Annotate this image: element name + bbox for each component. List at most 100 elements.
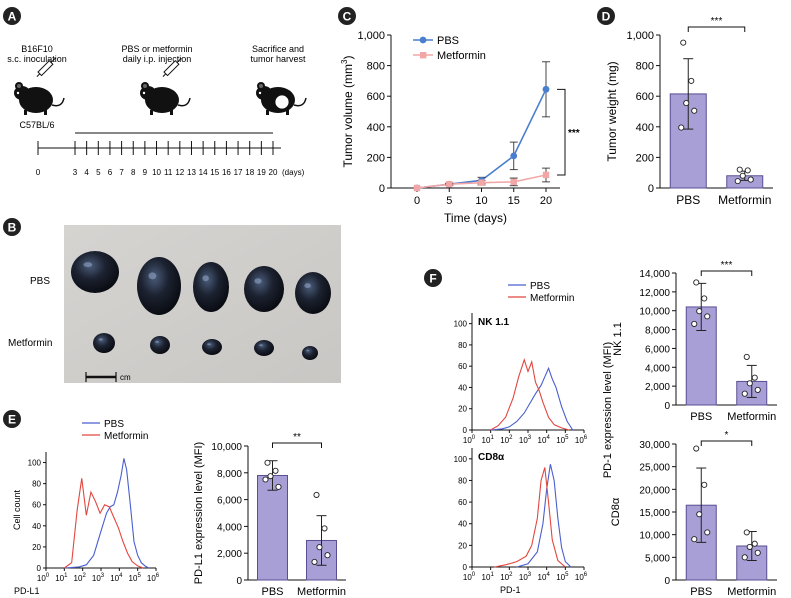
histogram-title: NK 1.1 — [478, 317, 510, 328]
cd8-histogram: 0 20 40 60 80 100 100 101 102 103 104 105 106 CD8α PD-… — [454, 448, 588, 595]
tumor-icon — [274, 94, 290, 110]
panel-badge-F: F — [424, 269, 442, 287]
data-point — [267, 473, 274, 480]
data-point — [741, 554, 748, 561]
timeline: 0 3 4 5 6 7 8 9 10 11 12 13 14 15 16 17 18 19 20 — [36, 141, 278, 177]
legend-marker — [419, 36, 427, 44]
y-tick-label: 40 — [32, 522, 41, 531]
data-point — [446, 180, 453, 188]
significance-bracket — [687, 26, 746, 32]
y-tick-label: 20 — [458, 541, 467, 550]
y-tick-label: 60 — [32, 501, 41, 510]
svg-text:B: B — [8, 221, 17, 235]
timeline-tick-label: 17 — [234, 168, 243, 177]
y-tick-label: 20 — [32, 543, 41, 552]
histogram-pbs — [64, 458, 149, 569]
data-point — [680, 39, 687, 46]
significance-marker: ** — [293, 432, 301, 443]
data-point — [264, 459, 271, 466]
x-tick-label: 106 — [575, 435, 588, 445]
panel-badge-B: B — [3, 218, 21, 236]
x-tick-label: Metformin — [727, 586, 776, 598]
y-tick-label: 25,000 — [639, 463, 670, 474]
data-point — [316, 544, 323, 551]
x-tick-label: 102 — [500, 572, 513, 582]
legend-label: Metformin — [437, 50, 486, 62]
tumor — [150, 336, 170, 354]
y-tick-label: 5,000 — [645, 553, 670, 564]
tumor — [193, 262, 229, 312]
svg-text:D: D — [602, 10, 611, 24]
bar-pbs — [257, 474, 288, 581]
data-point — [678, 124, 685, 131]
syringe-icon — [36, 57, 56, 77]
y-tick-label: 60 — [458, 362, 467, 371]
y-axis-label: Tumor weight (mg) — [605, 61, 619, 161]
pdl1-histogram: 0 20 40 60 80 100 100 101 102 103 104 105 106 PD-L1 Ce… — [12, 419, 160, 596]
timeline-tick-label: 0 — [36, 168, 41, 177]
significance-marker: * — [725, 430, 729, 441]
panel-badge-A: A — [3, 7, 21, 25]
y-tick-label: 800 — [367, 61, 385, 73]
y-tick-label: 8,000 — [217, 469, 242, 480]
data-point — [747, 176, 754, 183]
x-tick-label: 104 — [110, 573, 123, 583]
tumor-photo — [71, 251, 331, 360]
y-tick-label: 10,000 — [211, 442, 242, 453]
histogram-pbs — [516, 464, 572, 568]
data-point — [701, 295, 708, 302]
timeline-tick-label: 14 — [199, 168, 208, 177]
significance-bracket — [272, 442, 322, 448]
y-tick-label: 80 — [32, 480, 41, 489]
data-point — [696, 511, 703, 518]
x-tick-label: 105 — [556, 435, 569, 445]
x-tick-label: 106 — [147, 573, 160, 583]
row-label-pbs: PBS — [30, 276, 50, 287]
data-point — [691, 107, 698, 114]
x-tick-label: 101 — [55, 573, 68, 583]
timeline-tick-label: 6 — [108, 168, 113, 177]
timeline-tick-label: 3 — [73, 168, 78, 177]
data-point — [478, 179, 485, 186]
y-tick-label: 12,000 — [639, 288, 670, 299]
histogram-metformin — [490, 358, 570, 431]
histogram-metformin — [64, 478, 144, 569]
y-tick-label: 100 — [454, 320, 468, 329]
x-tick-label: 100 — [463, 435, 476, 445]
timeline-tick-label: 20 — [269, 168, 278, 177]
y-tick-label: 6,000 — [645, 344, 670, 355]
tumor — [137, 257, 181, 315]
y-tick-label: 0 — [37, 564, 42, 573]
x-tick-label: 15 — [508, 195, 520, 207]
x-tick-label: 0 — [414, 195, 420, 207]
data-point — [542, 171, 550, 179]
y-tick-label: 80 — [458, 476, 467, 485]
svg-text:F: F — [429, 272, 436, 286]
data-point — [739, 172, 746, 179]
legend-label: Metformin — [104, 431, 148, 442]
y-tick-label: 2,000 — [645, 382, 670, 393]
y-tick-label: 20 — [458, 405, 467, 414]
mouse-icon — [256, 82, 307, 115]
data-point — [751, 540, 758, 547]
timeline-tick-label: 12 — [175, 168, 184, 177]
timeline-tick-label: 13 — [187, 168, 196, 177]
data-point — [751, 374, 758, 381]
step3-label-line1: Sacrifice and — [252, 44, 304, 54]
data-point — [510, 178, 517, 186]
data-point — [704, 313, 711, 320]
scale-label: cm — [120, 373, 131, 382]
data-point — [691, 536, 698, 543]
tumor — [244, 266, 284, 312]
y-tick-label: 8,000 — [645, 326, 670, 337]
tumor — [295, 272, 331, 314]
data-point — [741, 390, 748, 397]
y-tick-label: 4,000 — [217, 522, 242, 533]
y-tick-label: 4,000 — [645, 363, 670, 374]
x-tick-label: 103 — [519, 435, 532, 445]
y-tick-label: 6,000 — [217, 496, 242, 507]
x-tick-label: PBS — [261, 586, 283, 598]
data-point — [743, 353, 750, 360]
data-point — [691, 320, 698, 327]
